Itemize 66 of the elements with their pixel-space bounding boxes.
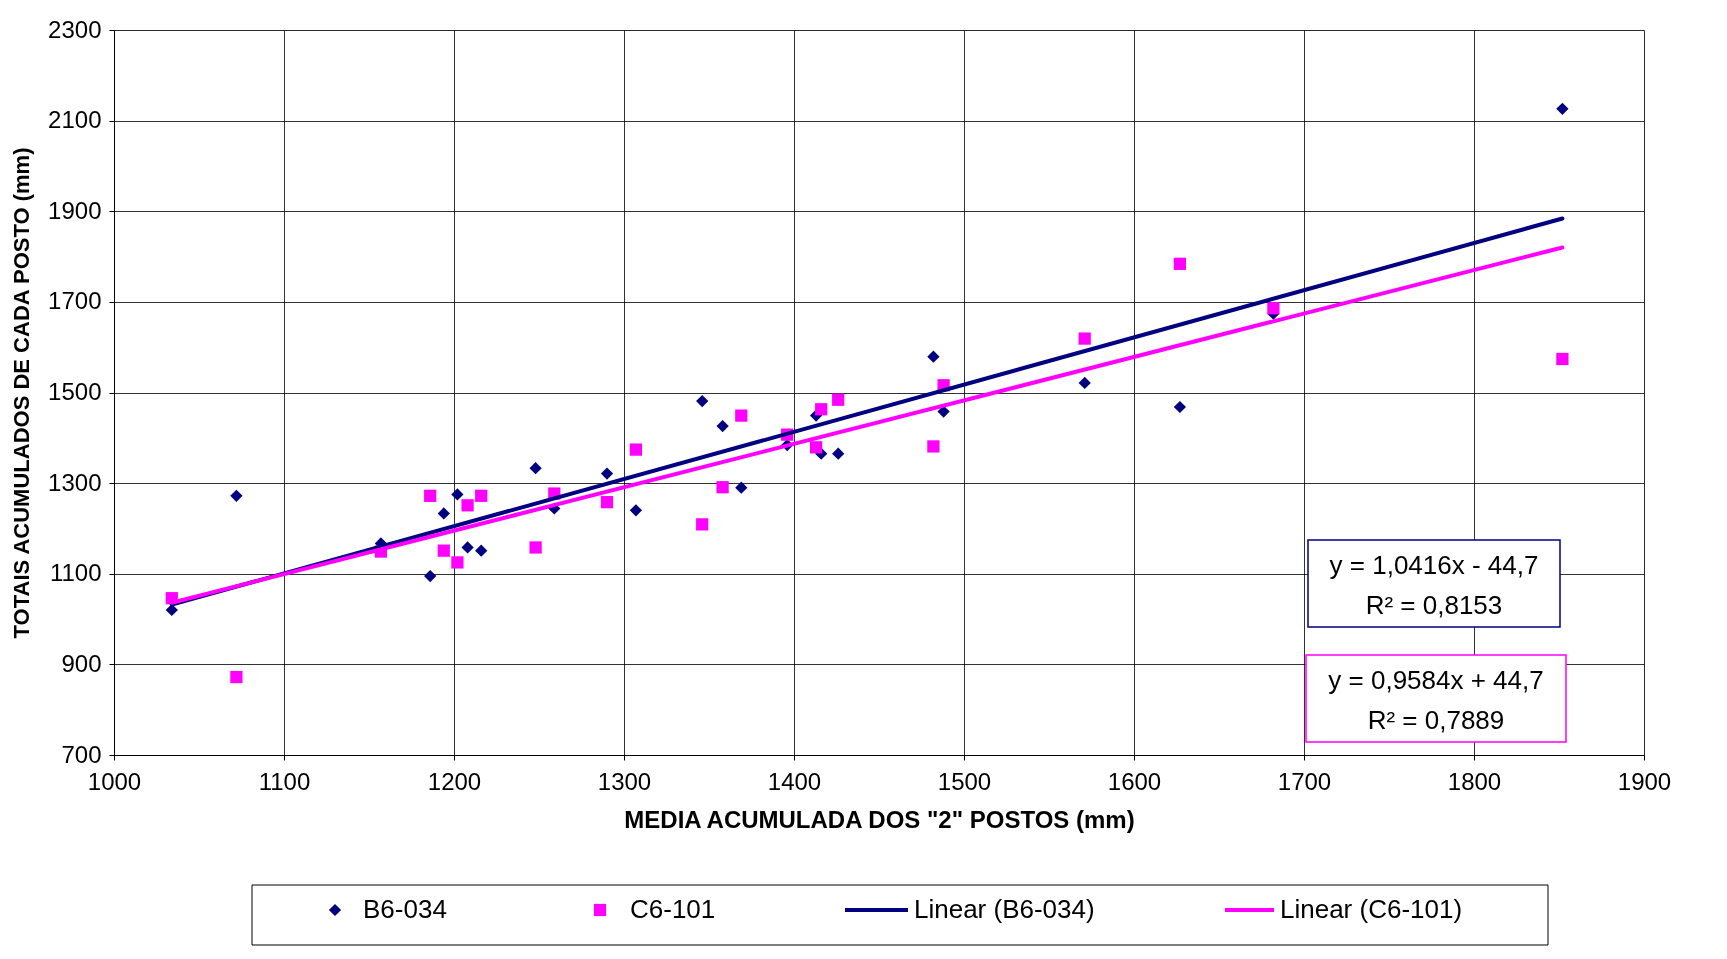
point xyxy=(735,409,748,422)
point xyxy=(600,467,614,480)
y-tick-label: 1300 xyxy=(48,468,102,496)
y-tick-label: 2300 xyxy=(48,15,102,43)
point xyxy=(529,462,542,475)
point xyxy=(461,499,474,512)
annotation: y = 1,0416x - 44,7 xyxy=(1329,550,1539,580)
point xyxy=(927,440,940,453)
point xyxy=(809,441,823,454)
y-tick-label: 1500 xyxy=(48,378,102,405)
point xyxy=(629,504,643,517)
point xyxy=(716,481,729,494)
x-axis-title: MEDIA ACUMULADA DOS "2" POSTOS (mm) xyxy=(624,805,1135,833)
point xyxy=(600,496,614,509)
x-tick-label: 1800 xyxy=(1447,767,1502,795)
point xyxy=(475,544,488,557)
legend-label: Linear (C6-101) xyxy=(1280,894,1463,924)
y-axis-title: TOTAIS ACUMULADOS DE CADA POSTO (mm) xyxy=(9,147,35,639)
point xyxy=(1556,102,1569,115)
point xyxy=(529,541,542,554)
point xyxy=(832,447,845,460)
x-tick-label: 1500 xyxy=(937,767,992,795)
point xyxy=(1078,376,1091,390)
legend-label: Linear (B6-034) xyxy=(914,894,1095,924)
annotation: R² = 0,8153 xyxy=(1365,590,1503,620)
x-tick-label: 1300 xyxy=(597,767,652,795)
point xyxy=(696,394,709,408)
point xyxy=(475,489,488,502)
x-tick-label: 1600 xyxy=(1107,767,1162,795)
point xyxy=(815,403,828,416)
legend-label: C6-101 xyxy=(630,894,716,924)
x-tick-label: 1000 xyxy=(87,767,142,795)
legend-label: B6-034 xyxy=(363,894,447,924)
point xyxy=(230,489,243,502)
point xyxy=(230,670,243,684)
point xyxy=(451,556,464,569)
point xyxy=(424,489,437,502)
point xyxy=(451,488,464,501)
y-tick-label: 1100 xyxy=(49,559,102,587)
point xyxy=(461,541,474,554)
y-tick-label: 700 xyxy=(61,740,102,768)
point xyxy=(1267,302,1280,315)
point xyxy=(437,544,450,557)
point xyxy=(927,350,940,363)
y-tick-label: 2100 xyxy=(48,106,102,134)
x-tick-label: 1200 xyxy=(427,767,482,795)
point xyxy=(696,518,709,531)
y-tick-label: 900 xyxy=(61,649,102,677)
x-tick-label: 1400 xyxy=(767,767,822,795)
point xyxy=(629,443,643,456)
annotation: y = 0,9584x + 44,7 xyxy=(1328,665,1544,695)
annotation: R² = 0,7889 xyxy=(1367,705,1505,735)
point xyxy=(1173,400,1187,414)
y-tick-label: 1700 xyxy=(48,287,102,315)
x-tick-label: 1700 xyxy=(1277,767,1332,795)
y-tick-label: 1900 xyxy=(48,196,102,224)
point xyxy=(735,481,748,494)
x-tick-label: 1900 xyxy=(1617,767,1672,795)
point xyxy=(1173,257,1187,270)
point xyxy=(437,507,450,520)
point xyxy=(832,393,845,406)
x-tick-label: 1100 xyxy=(258,767,311,795)
point xyxy=(1078,332,1091,345)
point xyxy=(424,569,437,583)
point xyxy=(716,419,729,433)
point xyxy=(1556,352,1569,366)
